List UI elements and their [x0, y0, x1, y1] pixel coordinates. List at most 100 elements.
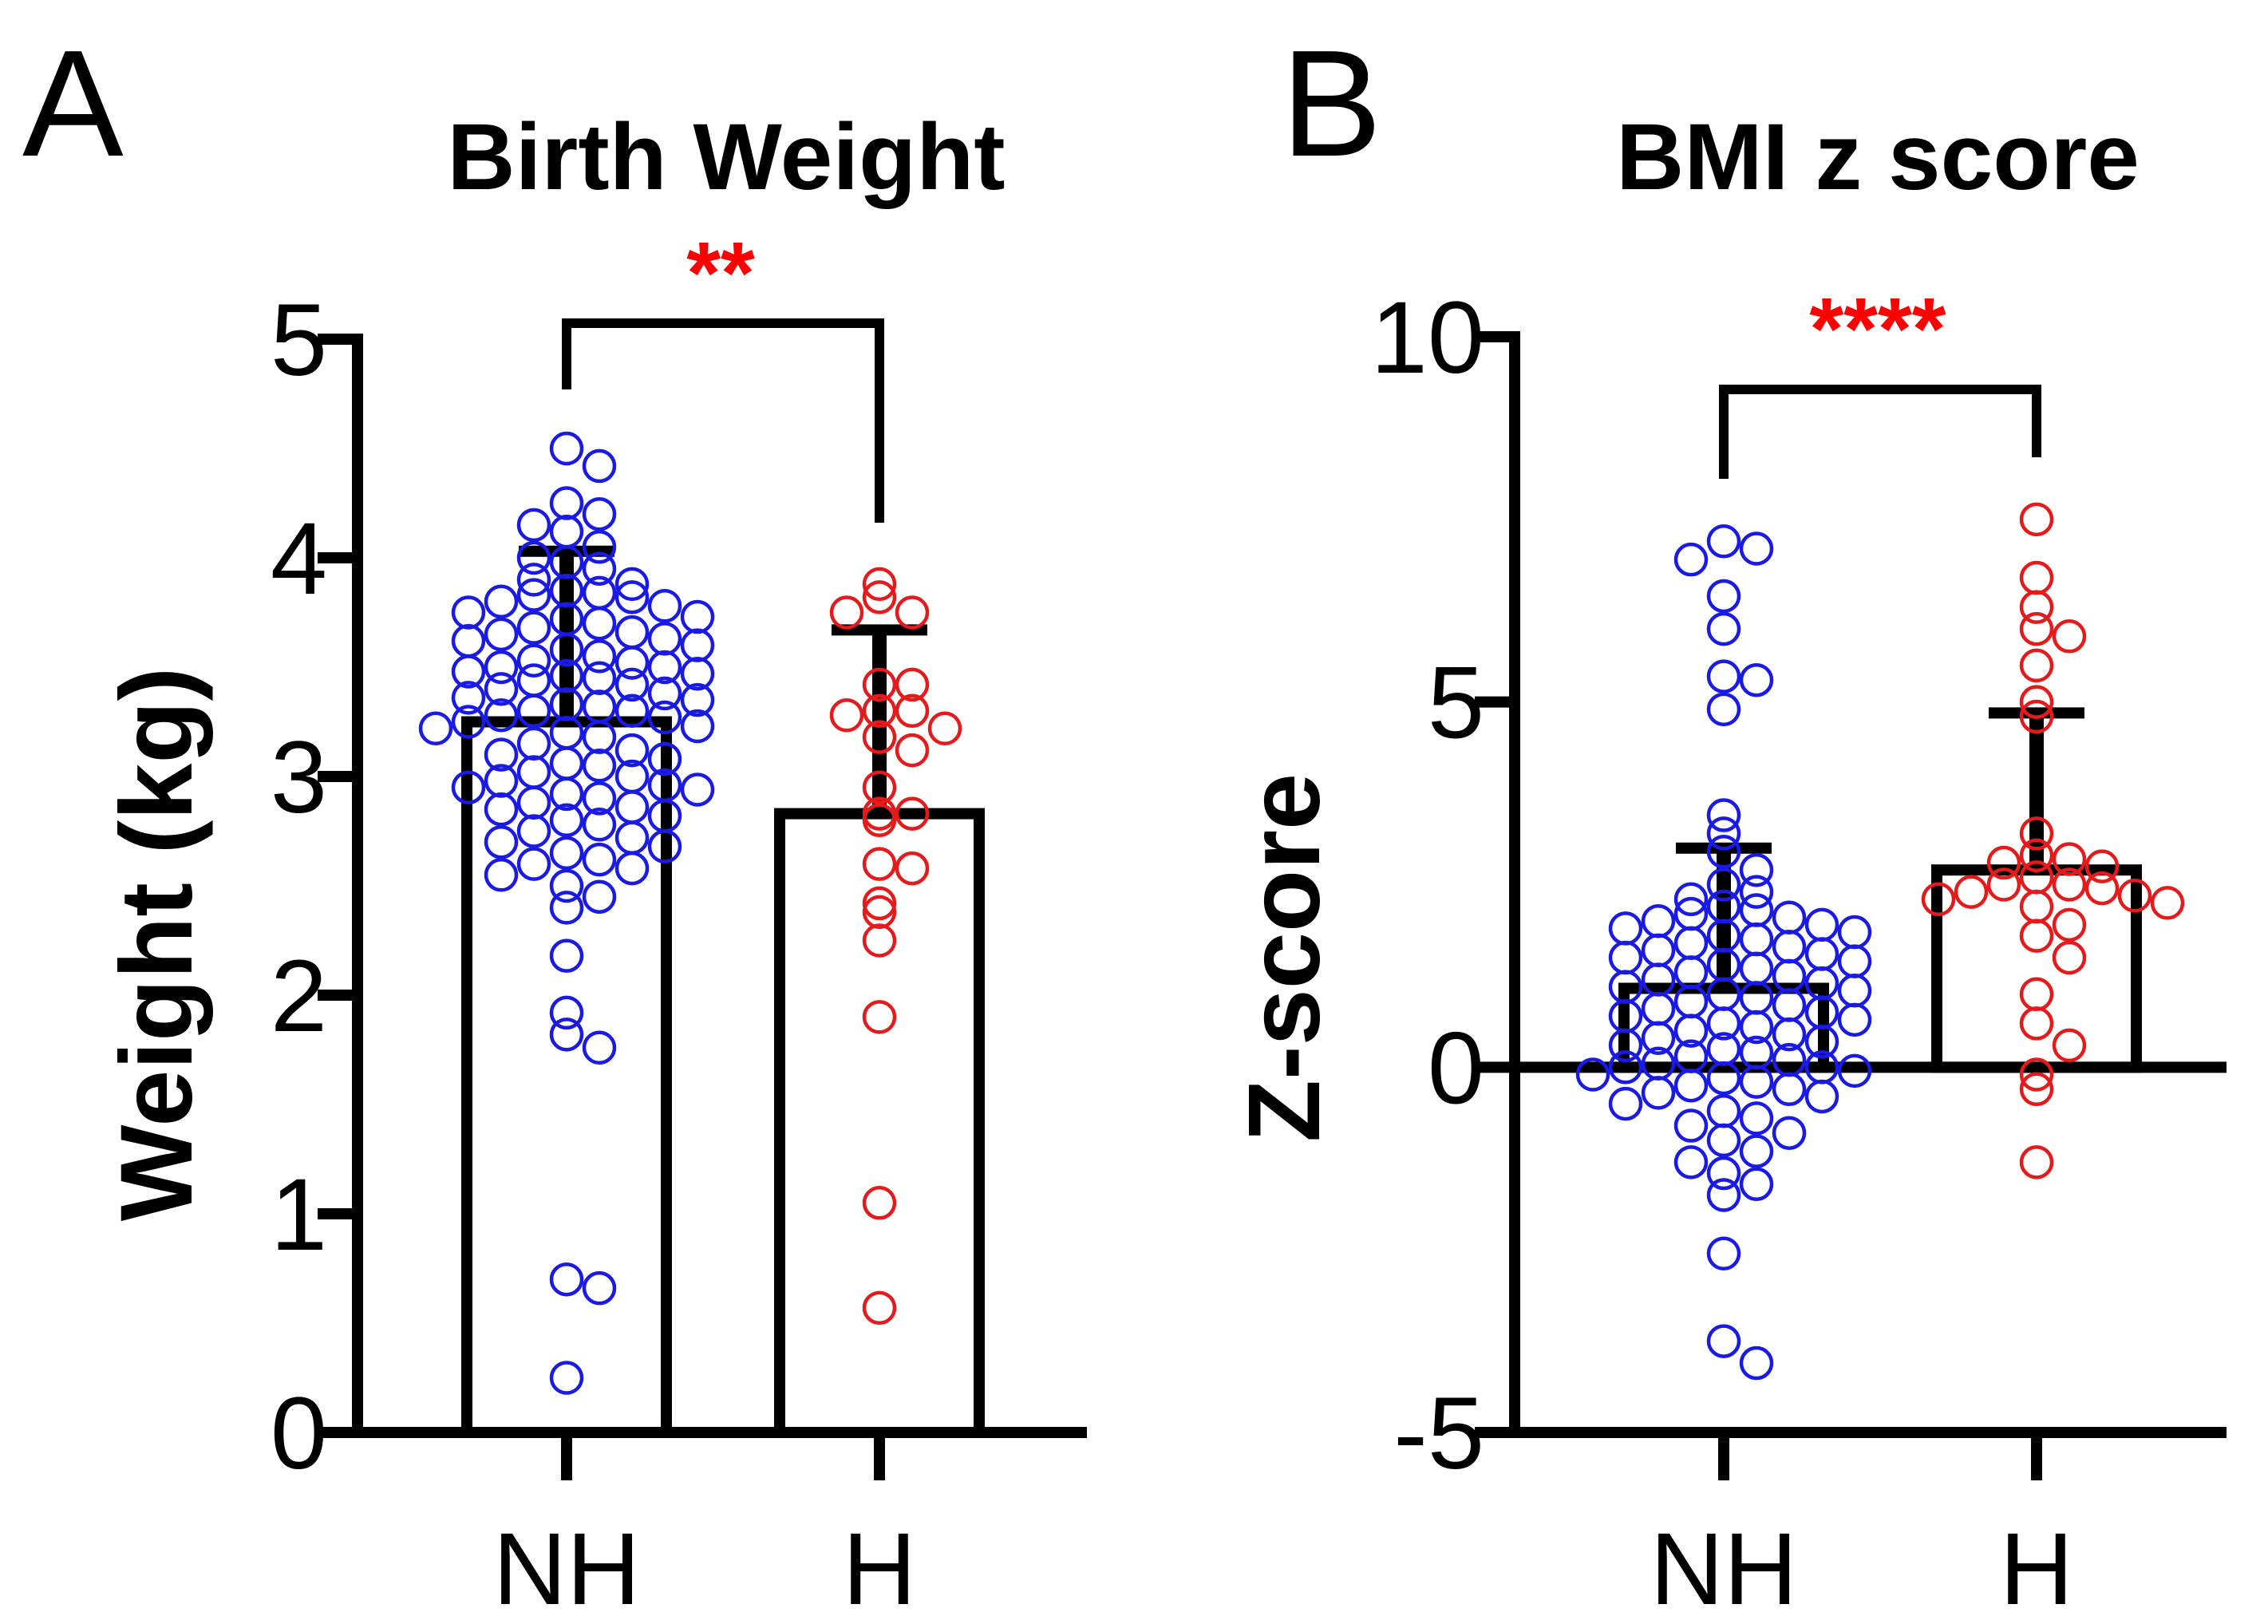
data-point-nh — [1804, 1079, 1839, 1114]
data-point-h — [895, 733, 930, 768]
data-point-h — [1954, 875, 1989, 909]
data-point-nh — [1804, 937, 1839, 971]
panel-a-significance-bracket — [562, 318, 884, 523]
data-point-nh — [1706, 1236, 1741, 1270]
data-point-h — [862, 580, 897, 614]
data-point-nh — [549, 687, 584, 721]
panel-b-significance-bracket — [1719, 385, 2041, 479]
data-point-nh — [1641, 1076, 1676, 1110]
panel-a-y-tick-label: 2 — [271, 939, 327, 1053]
data-point-h — [2019, 502, 2054, 537]
data-point-h — [862, 886, 897, 921]
panel-b-plot: -5 0 5 10 NH H — [1371, 281, 2227, 1624]
data-point-nh — [516, 578, 551, 612]
data-point-nh — [1673, 1145, 1709, 1179]
data-point-nh — [1706, 692, 1741, 727]
data-point-nh — [647, 676, 682, 711]
data-point-h — [1986, 845, 2021, 880]
data-point-nh — [1739, 852, 1774, 887]
data-point-h — [2019, 1057, 2054, 1092]
panel-a-title: Birth Weight — [447, 105, 1005, 210]
data-point-h — [2019, 560, 2054, 595]
panel-b-y-tick-label: 5 — [1428, 646, 1484, 761]
category-label-nh: NH — [1650, 1512, 1798, 1624]
data-point-nh — [680, 628, 715, 662]
data-point-nh — [549, 1017, 584, 1052]
data-point-nh — [1739, 1010, 1774, 1045]
data-point-h — [862, 895, 897, 930]
data-point-nh — [582, 1270, 617, 1306]
panel-b-y-tick-label: 0 — [1428, 1011, 1484, 1125]
data-point-h — [2052, 1028, 2087, 1063]
data-point-nh — [582, 551, 617, 586]
data-point-nh — [1575, 1057, 1610, 1092]
data-point-h — [2084, 849, 2120, 883]
data-point-h — [2019, 699, 2054, 734]
data-point-h — [895, 851, 930, 886]
data-point-nh — [451, 681, 486, 715]
data-point-nh — [484, 584, 519, 619]
bar-nh — [1618, 982, 1829, 1073]
panel-b-letter: B — [1281, 19, 1382, 188]
data-point-nh — [582, 530, 617, 564]
data-point-nh — [451, 770, 486, 804]
data-point-nh — [1837, 1002, 1872, 1037]
data-point-h — [895, 796, 930, 831]
data-point-nh — [582, 639, 617, 674]
panel-a-letter: A — [22, 19, 124, 188]
data-point-h — [862, 1186, 897, 1220]
data-point-nh — [1641, 1021, 1676, 1055]
bar-nh — [461, 716, 672, 1438]
data-point-nh — [549, 1361, 584, 1395]
data-point-nh — [1706, 611, 1741, 646]
data-point-nh — [484, 617, 519, 652]
data-point-nh — [549, 868, 584, 903]
data-point-nh — [1772, 1116, 1807, 1150]
data-point-nh — [549, 632, 584, 667]
data-point-nh — [1706, 1123, 1741, 1158]
panel-a-y-tick-label: 0 — [271, 1377, 327, 1491]
data-point-nh — [1739, 662, 1774, 697]
data-point-h — [895, 667, 930, 702]
data-point-nh — [1673, 1068, 1709, 1103]
data-point-nh — [1739, 531, 1774, 566]
data-point-nh — [1608, 1028, 1643, 1063]
data-point-nh — [1804, 1025, 1839, 1059]
data-point-h — [1921, 882, 1956, 917]
data-point-h — [895, 595, 930, 630]
data-point-nh — [614, 614, 650, 650]
data-point-nh — [484, 858, 519, 892]
panel-b-y-tick-label: -5 — [1393, 1377, 1484, 1491]
data-point-nh — [1772, 1072, 1807, 1107]
data-point-h — [2052, 619, 2087, 654]
category-label-h: H — [2000, 1512, 2073, 1624]
data-point-nh — [1608, 940, 1643, 975]
data-point-nh — [484, 737, 519, 772]
data-point-h — [862, 803, 897, 838]
data-point-nh — [647, 622, 682, 656]
data-point-nh — [1673, 1108, 1709, 1143]
data-point-nh — [1706, 798, 1741, 832]
data-point-h — [862, 923, 897, 958]
data-point-nh — [1739, 922, 1774, 957]
data-point-nh — [1706, 835, 1741, 869]
data-point-nh — [647, 650, 682, 685]
data-point-nh — [1641, 904, 1676, 938]
data-point-nh — [1706, 579, 1741, 614]
data-point-nh — [582, 448, 617, 484]
data-point-h — [2019, 816, 2054, 851]
panel-b-y-tick-label: 10 — [1371, 281, 1484, 395]
panel-a-significance: ** — [686, 224, 755, 322]
data-point-h — [2019, 685, 2054, 719]
data-point-h — [862, 847, 897, 881]
data-point-nh — [647, 700, 682, 735]
data-point-nh — [516, 540, 551, 575]
data-point-nh — [1837, 1053, 1872, 1089]
category-label-nh: NH — [493, 1512, 641, 1624]
data-point-nh — [1608, 911, 1643, 946]
data-point-h — [2019, 1006, 2054, 1041]
data-point-nh — [1837, 944, 1872, 978]
data-point-nh — [516, 663, 551, 697]
data-point-nh — [582, 842, 617, 877]
data-point-h — [2117, 878, 2152, 913]
